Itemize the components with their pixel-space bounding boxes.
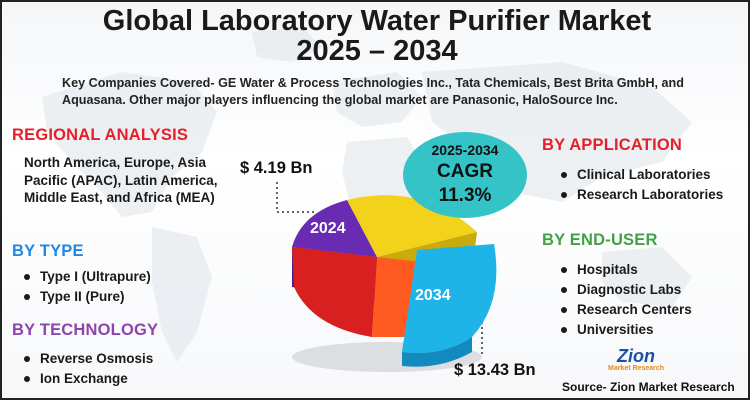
year-2034-label: 2034 bbox=[415, 287, 451, 304]
cagr-years: 2025-2034 bbox=[431, 142, 499, 158]
list-item: Research Centers bbox=[557, 300, 692, 320]
by-type-heading: BY TYPE bbox=[12, 242, 84, 260]
by-end-user-list: Hospitals Diagnostic Labs Research Cente… bbox=[557, 260, 692, 340]
zion-logo: Zion Market Research bbox=[606, 346, 666, 378]
market-value-2034: $ 13.43 Bn bbox=[454, 361, 536, 379]
list-item: Universities bbox=[557, 320, 692, 340]
pie-slice-cyan bbox=[402, 244, 497, 353]
by-application-heading: BY APPLICATION bbox=[542, 136, 683, 154]
by-end-user-heading: BY END-USER bbox=[542, 231, 658, 249]
list-item: Research Laboratories bbox=[557, 185, 723, 205]
regional-analysis-heading: REGIONAL ANALYSIS bbox=[12, 126, 189, 144]
cagr-bubble bbox=[403, 132, 527, 218]
by-application-list: Clinical Laboratories Research Laborator… bbox=[557, 165, 723, 205]
market-value-2024: $ 4.19 Bn bbox=[240, 159, 313, 177]
logo-name: Zion bbox=[617, 346, 655, 366]
list-item: Reverse Osmosis bbox=[20, 349, 153, 369]
list-item: Type II (Pure) bbox=[20, 287, 151, 307]
year-2024-label: 2024 bbox=[310, 220, 346, 237]
source-text: Source- Zion Market Research bbox=[562, 380, 735, 394]
logo-subtitle: Market Research bbox=[607, 365, 665, 372]
regional-analysis-text: North America, Europe, Asia Pacific (APA… bbox=[24, 155, 218, 205]
list-item: Clinical Laboratories bbox=[557, 165, 723, 185]
list-item: Ion Exchange bbox=[20, 369, 153, 389]
list-item: Type I (Ultrapure) bbox=[20, 267, 151, 287]
pie-slice-purple bbox=[292, 200, 377, 257]
cagr-value: 11.3% bbox=[438, 185, 492, 206]
page-title: Global Laboratory Water Purifier Market bbox=[102, 5, 652, 37]
cagr-label: CAGR bbox=[437, 161, 493, 182]
page-title-years: 2025 – 2034 bbox=[296, 35, 458, 67]
list-item: Diagnostic Labs bbox=[557, 280, 692, 300]
by-technology-heading: BY TECHNOLOGY bbox=[12, 321, 159, 339]
pie-slice-red bbox=[292, 247, 377, 337]
list-item: Hospitals bbox=[557, 260, 692, 280]
by-technology-list: Reverse Osmosis Ion Exchange bbox=[20, 349, 153, 389]
by-type-list: Type I (Ultrapure) Type II (Pure) bbox=[20, 267, 151, 307]
key-companies-text: Key Companies Covered- GE Water & Proces… bbox=[62, 76, 684, 107]
leader-line-2024 bbox=[276, 182, 317, 213]
